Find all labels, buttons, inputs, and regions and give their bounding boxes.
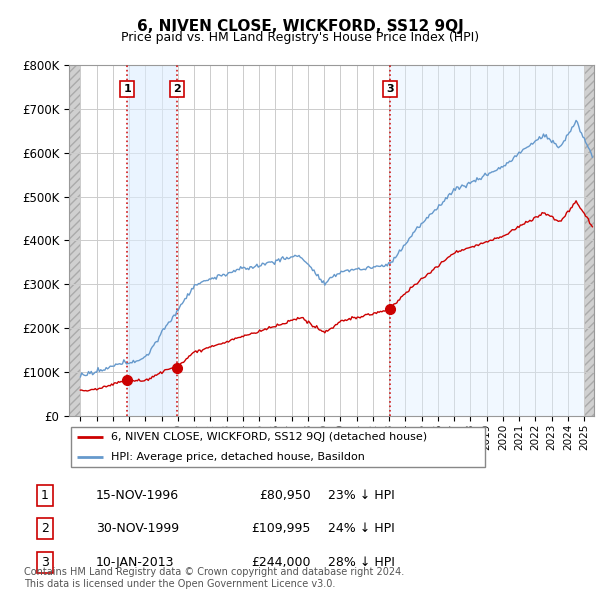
Text: Price paid vs. HM Land Registry's House Price Index (HPI): Price paid vs. HM Land Registry's House …: [121, 31, 479, 44]
Text: 1: 1: [123, 84, 131, 94]
Text: £244,000: £244,000: [251, 556, 311, 569]
Text: HPI: Average price, detached house, Basildon: HPI: Average price, detached house, Basi…: [111, 452, 365, 462]
Text: 3: 3: [386, 84, 394, 94]
Bar: [127, 65, 176, 416]
Text: 6, NIVEN CLOSE, WICKFORD, SS12 9QJ: 6, NIVEN CLOSE, WICKFORD, SS12 9QJ: [137, 19, 463, 34]
Text: £80,950: £80,950: [259, 489, 311, 502]
Text: 30-NOV-1999: 30-NOV-1999: [96, 522, 179, 535]
Bar: [69, 65, 80, 416]
Text: 1: 1: [41, 489, 49, 502]
Text: 15-NOV-1996: 15-NOV-1996: [96, 489, 179, 502]
Text: 28% ↓ HPI: 28% ↓ HPI: [328, 556, 394, 569]
Text: 2: 2: [173, 84, 181, 94]
Text: 24% ↓ HPI: 24% ↓ HPI: [328, 522, 394, 535]
Text: 10-JAN-2013: 10-JAN-2013: [96, 556, 174, 569]
FancyBboxPatch shape: [71, 427, 485, 467]
Text: 6, NIVEN CLOSE, WICKFORD, SS12 9QJ (detached house): 6, NIVEN CLOSE, WICKFORD, SS12 9QJ (deta…: [111, 432, 427, 442]
Text: 23% ↓ HPI: 23% ↓ HPI: [328, 489, 394, 502]
Text: £109,995: £109,995: [251, 522, 311, 535]
Text: 3: 3: [41, 556, 49, 569]
Bar: [389, 65, 584, 416]
Text: Contains HM Land Registry data © Crown copyright and database right 2024.
This d: Contains HM Land Registry data © Crown c…: [24, 567, 404, 589]
Text: 2: 2: [41, 522, 49, 535]
